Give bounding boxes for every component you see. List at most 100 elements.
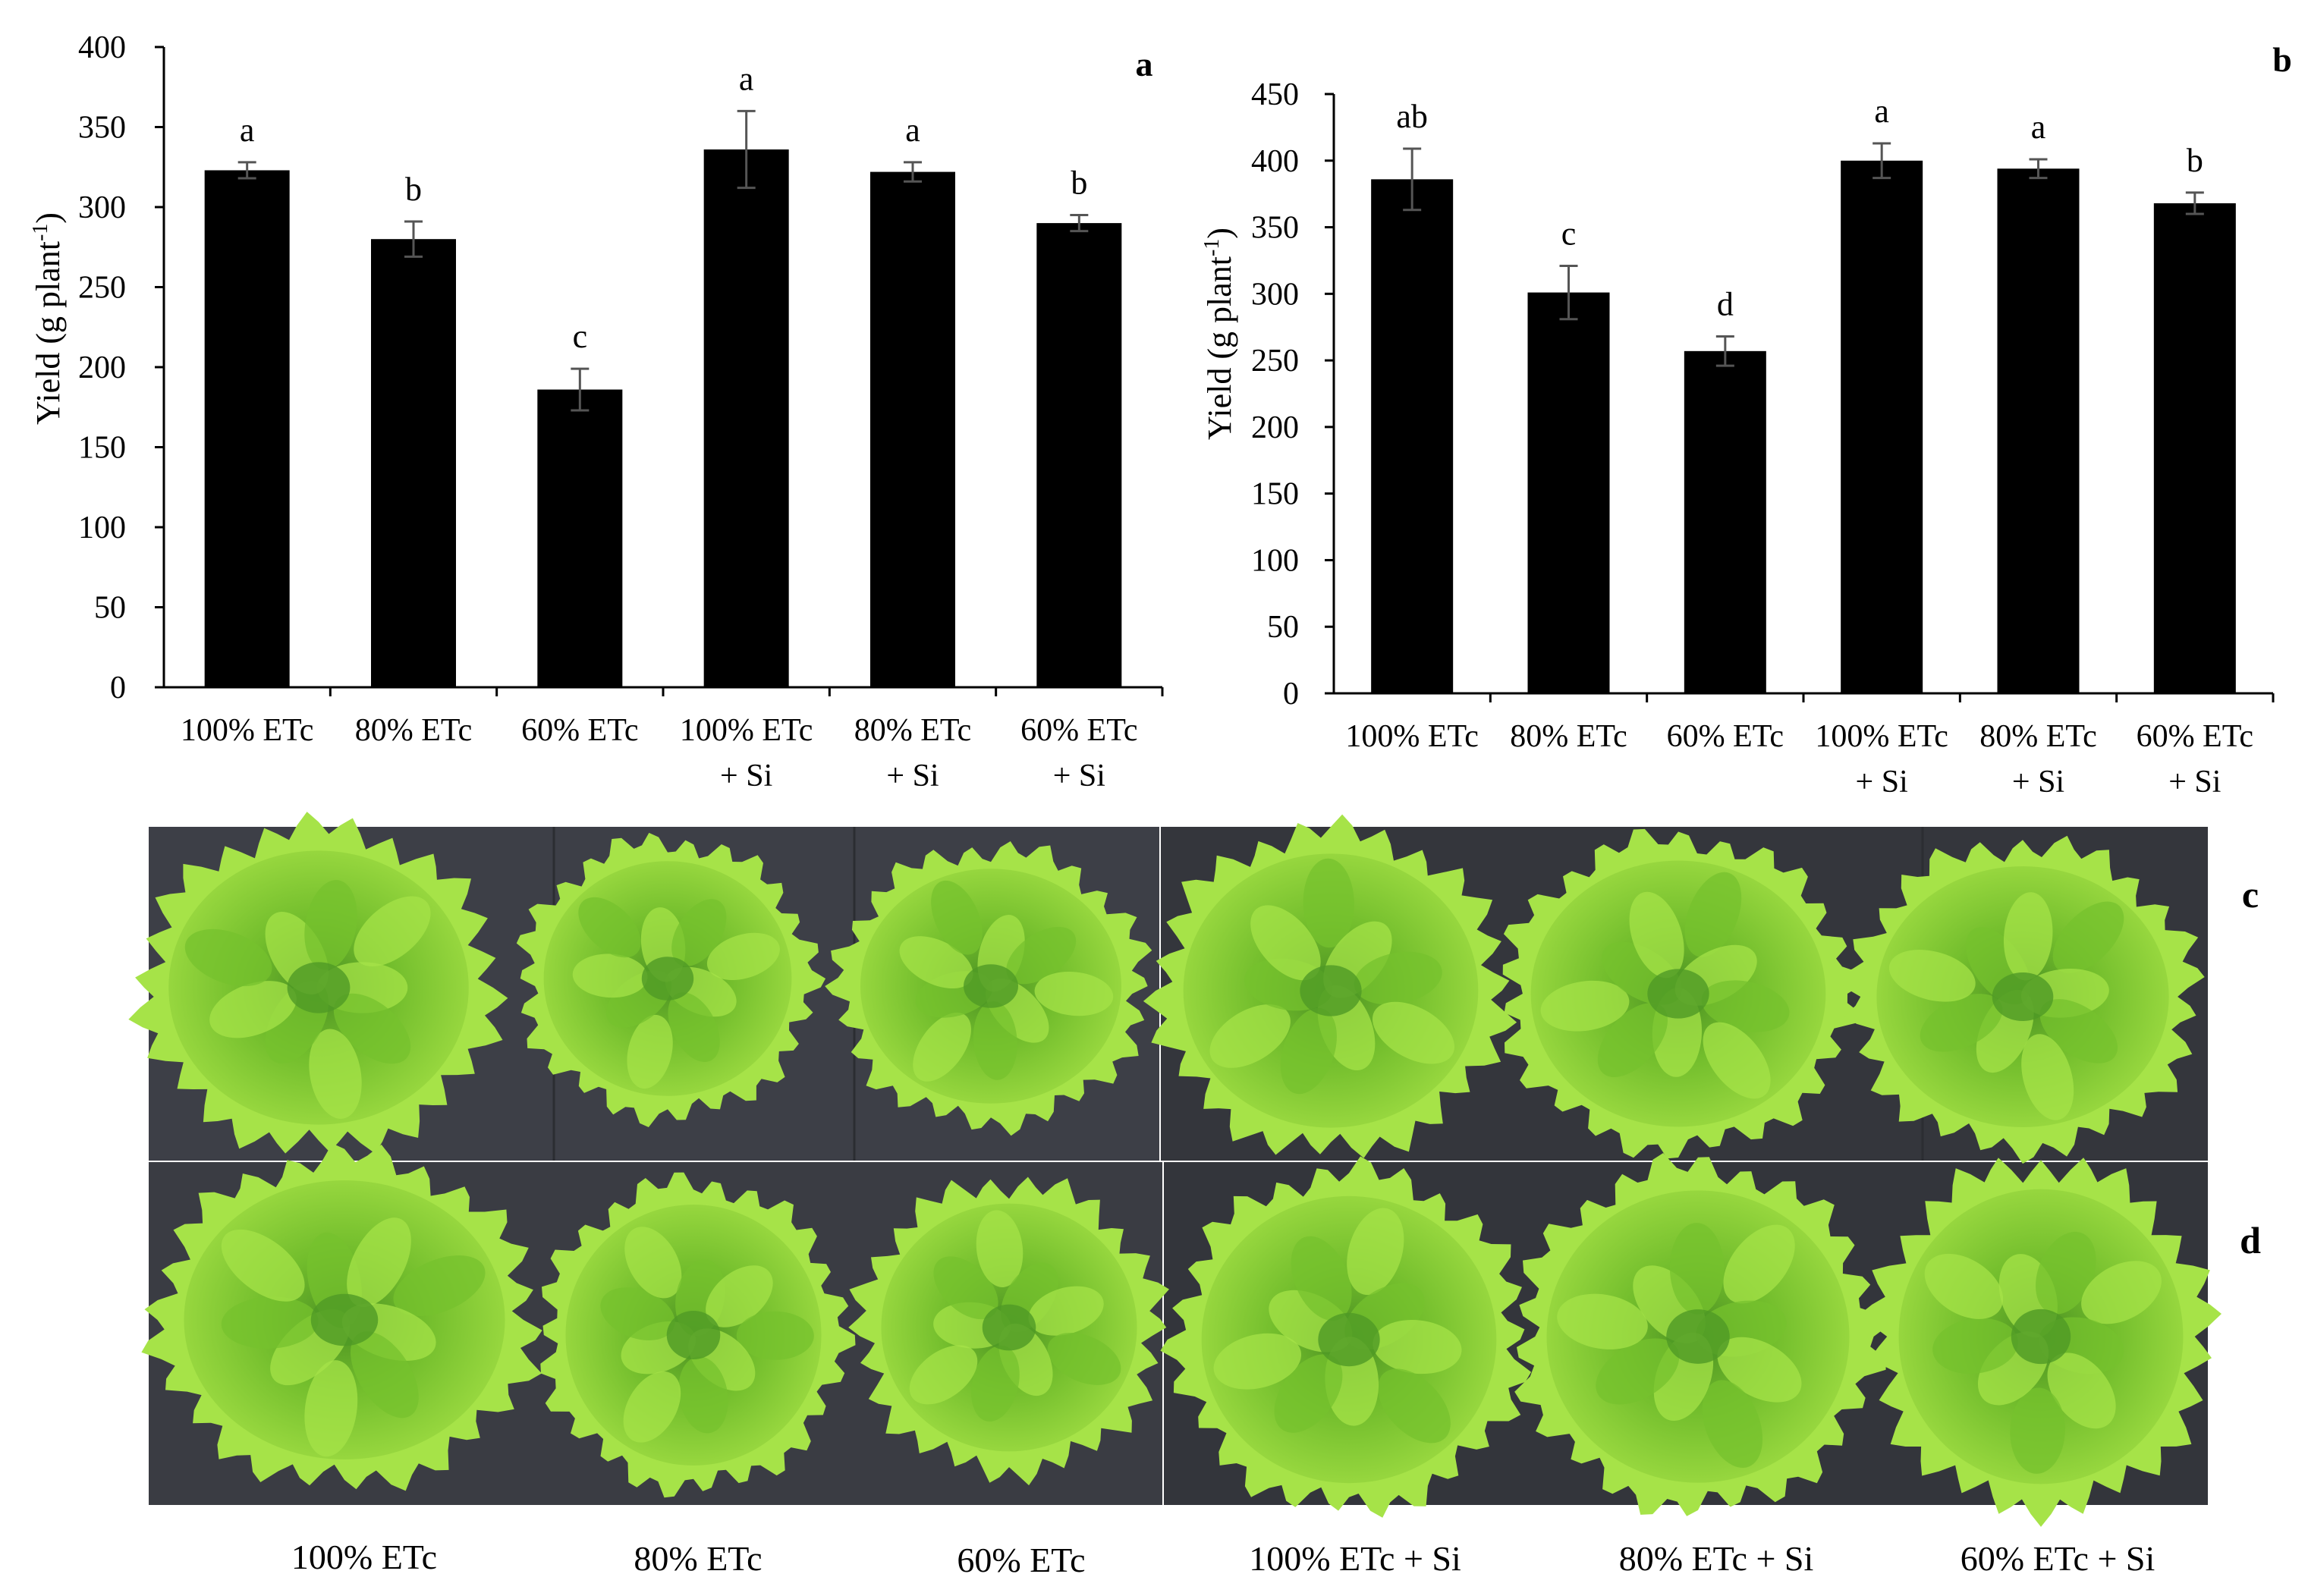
photo-caption: 100% ETc bbox=[291, 1538, 437, 1576]
bars-b bbox=[1371, 160, 2236, 694]
error-bar bbox=[2185, 191, 2204, 215]
lettuce-head bbox=[848, 1177, 1169, 1486]
bar bbox=[204, 170, 290, 688]
bar bbox=[537, 389, 623, 687]
lettuce-head bbox=[825, 841, 1152, 1136]
error-bar bbox=[1403, 147, 1422, 212]
y-tick-label: 300 bbox=[1251, 277, 1299, 312]
significance-letter: a bbox=[1874, 93, 1889, 130]
error-bar bbox=[1872, 142, 1891, 180]
significance-letter: a bbox=[240, 112, 255, 149]
significance-letters-a: a b c a a b bbox=[240, 60, 1087, 355]
x-tick-label: + Si bbox=[2168, 765, 2221, 800]
lettuce-head bbox=[1502, 828, 1864, 1159]
x-tick-label: 60% ETc bbox=[2137, 719, 2254, 754]
x-labels-b: 100% ETc 80% ETc 60% ETc 100% ETc + Si 80% ET… bbox=[1345, 719, 2253, 800]
error-bar bbox=[2029, 158, 2048, 180]
lettuce-head bbox=[1143, 814, 1517, 1158]
x-tick-label: + Si bbox=[1053, 759, 1105, 793]
significance-letter: a bbox=[739, 60, 754, 97]
bar bbox=[1527, 292, 1610, 694]
photo-caption: 80% ETc + Si bbox=[1619, 1539, 1814, 1578]
y-tick-label: 0 bbox=[110, 671, 126, 705]
lettuce-heads bbox=[128, 812, 2222, 1527]
photo-captions: 100% ETc 80% ETc 60% ETc 100% ETc + Si 8… bbox=[291, 1538, 2155, 1579]
error-bar bbox=[571, 367, 590, 412]
error-bar bbox=[1070, 214, 1089, 233]
photo-caption: 100% ETc + Si bbox=[1249, 1539, 1461, 1578]
y-ticks-a: 0 50 100 150 200 250 300 350 400 bbox=[78, 30, 1164, 705]
y-tick-label: 200 bbox=[1251, 410, 1299, 445]
x-tick-label: 80% ETc bbox=[1979, 719, 2097, 754]
bar bbox=[1684, 350, 1766, 693]
bar bbox=[1371, 179, 1454, 693]
lettuce-head bbox=[540, 1172, 856, 1498]
y-tick-label: 50 bbox=[94, 591, 126, 626]
y-tick-label: 400 bbox=[1251, 144, 1299, 179]
bar bbox=[703, 149, 789, 688]
y-tick-label: 0 bbox=[1283, 677, 1299, 712]
chart-b: b Yield (g plant-1) 0 50 100 150 200 250 300 35… bbox=[1200, 40, 2292, 800]
lettuce-head bbox=[128, 812, 508, 1154]
y-axis-title-b: Yield (g plant-1) bbox=[1200, 228, 1238, 440]
x-tick-label: 100% ETc bbox=[1345, 719, 1479, 754]
y-tick-label: 100 bbox=[1251, 543, 1299, 578]
bars-a bbox=[204, 149, 1122, 688]
y-tick-label: 150 bbox=[1251, 477, 1299, 512]
photo-caption: 60% ETc + Si bbox=[1961, 1539, 2155, 1578]
error-bar bbox=[404, 220, 423, 258]
error-bar bbox=[1559, 264, 1578, 321]
x-tick-label: 100% ETc bbox=[1815, 719, 1948, 754]
bar bbox=[1997, 168, 2080, 694]
x-labels-a: 100% ETc 80% ETc 60% ETc 100% ETc + Si 80% ET… bbox=[181, 713, 1138, 793]
y-tick-label: 450 bbox=[1251, 77, 1299, 112]
y-tick-label: 300 bbox=[78, 190, 126, 225]
lettuce-head bbox=[141, 1143, 542, 1491]
y-axis-title-a: Yield (g plant-1) bbox=[29, 212, 67, 425]
x-tick-label: + Si bbox=[886, 759, 939, 793]
error-bars-a bbox=[237, 109, 1089, 412]
error-bars-b bbox=[1403, 142, 2204, 367]
row-label-c: c bbox=[2242, 873, 2259, 916]
bar bbox=[2153, 203, 2236, 693]
y-tick-label: 400 bbox=[78, 30, 126, 65]
error-bar bbox=[1715, 335, 1734, 367]
lettuce-head bbox=[1835, 835, 2205, 1164]
significance-letter: d bbox=[1717, 286, 1734, 323]
significance-letter: b bbox=[405, 171, 422, 208]
lettuce-head bbox=[516, 832, 826, 1127]
y-tick-label: 200 bbox=[78, 350, 126, 385]
significance-letter: c bbox=[1561, 215, 1577, 252]
significance-letter: b bbox=[1071, 165, 1087, 202]
x-tick-label: 60% ETc bbox=[1020, 713, 1138, 748]
x-tick-label: 80% ETc bbox=[355, 713, 473, 748]
lettuce-head bbox=[1860, 1158, 2222, 1527]
photo-caption: 80% ETc bbox=[634, 1539, 762, 1578]
significance-letter: c bbox=[573, 318, 588, 355]
y-ticks-b: 0 50 100 150 200 250 300 350 400 450 bbox=[1251, 77, 2275, 712]
lettuce-head bbox=[1160, 1156, 1532, 1518]
x-tick-label: 60% ETc bbox=[1667, 719, 1784, 754]
panel-label-a: a bbox=[1136, 45, 1153, 83]
significance-letter: b bbox=[2187, 142, 2203, 179]
bar bbox=[870, 171, 955, 687]
x-tick-label: + Si bbox=[720, 759, 772, 793]
x-tick-label: 80% ETc bbox=[854, 713, 972, 748]
x-tick-label: 100% ETc bbox=[181, 713, 314, 748]
y-tick-label: 350 bbox=[78, 111, 126, 146]
y-tick-label: 250 bbox=[78, 271, 126, 306]
y-tick-label: 350 bbox=[1251, 211, 1299, 246]
error-bar bbox=[237, 161, 256, 180]
y-tick-label: 100 bbox=[78, 511, 126, 545]
y-tick-label: 50 bbox=[1267, 610, 1299, 645]
photo-caption: 60% ETc bbox=[957, 1541, 1085, 1579]
chart-a: a Yield (g plant-1) 0 50 100 150 200 250 300 35… bbox=[29, 30, 1164, 793]
lettuce-head bbox=[1514, 1153, 1889, 1516]
x-tick-label: 60% ETc bbox=[521, 713, 639, 748]
error-bar bbox=[904, 161, 922, 183]
x-tick-label: 100% ETc bbox=[680, 713, 813, 748]
bar bbox=[1841, 160, 1923, 693]
row-label-d: d bbox=[2240, 1219, 2261, 1261]
